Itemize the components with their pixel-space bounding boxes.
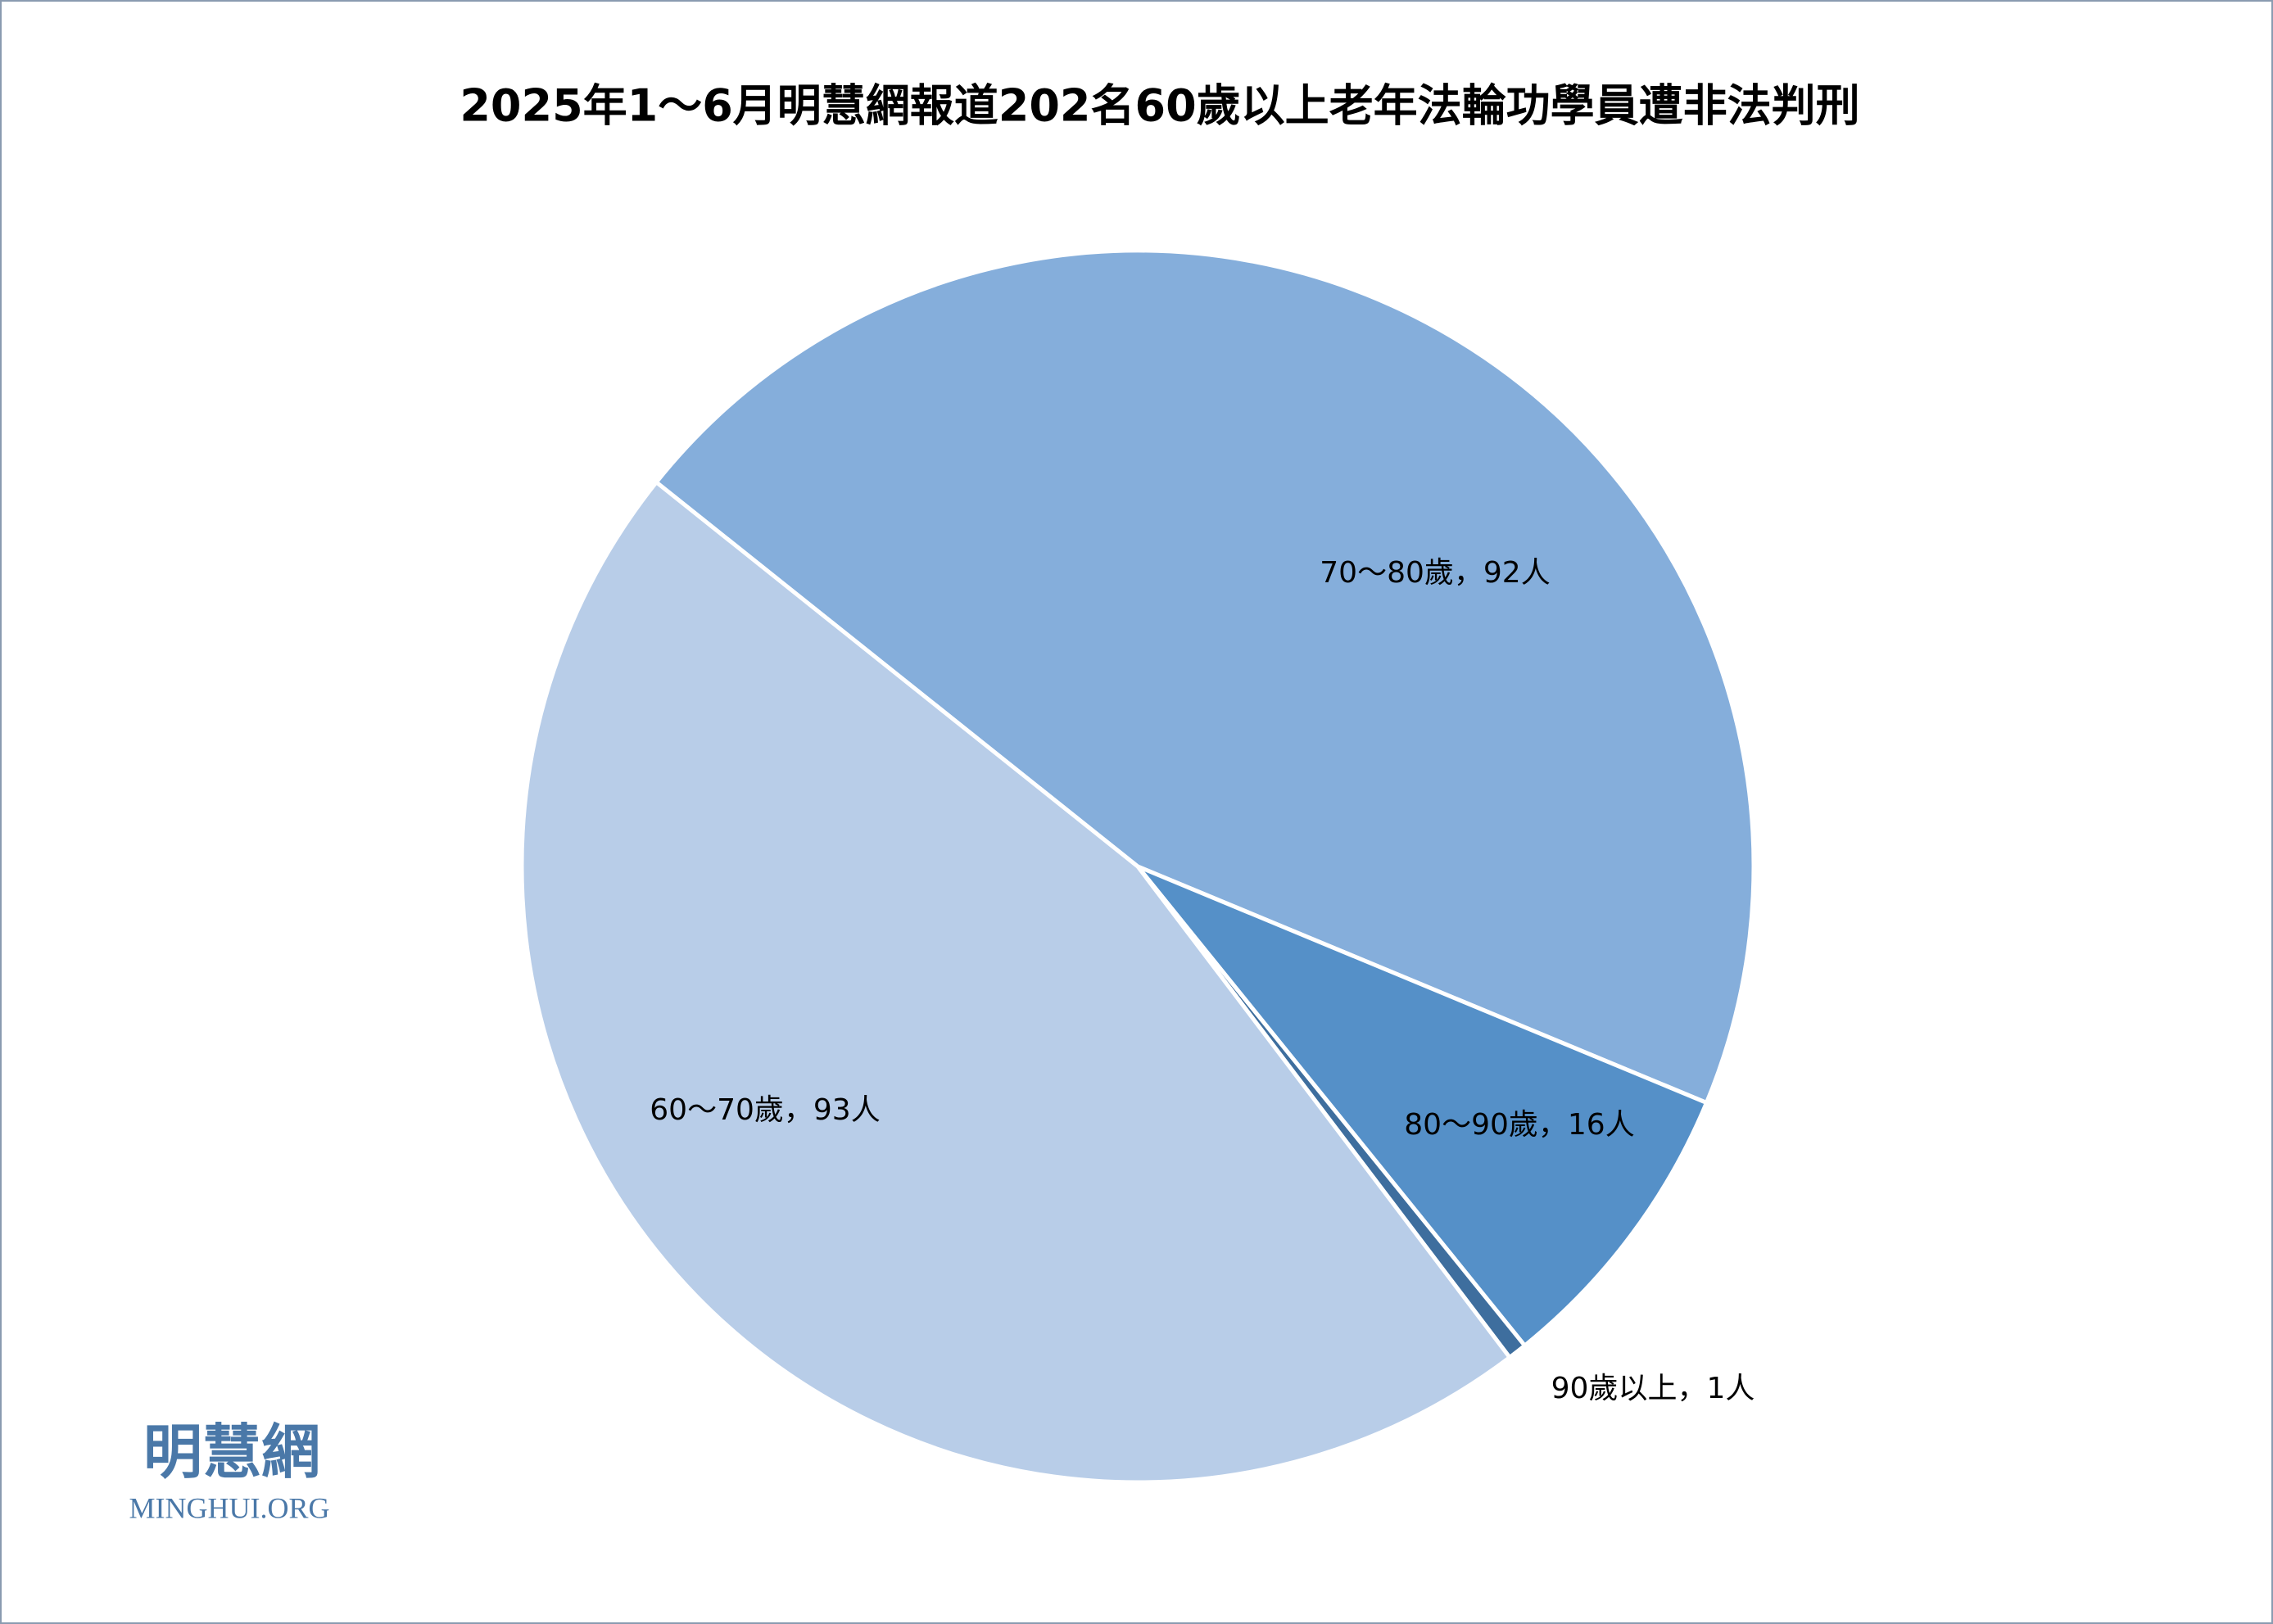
data-label: 90歲以上，1人 xyxy=(1551,1372,1755,1405)
pie-slice xyxy=(1136,864,1709,1349)
chart-title: 2025年1～6月明慧網報道202名60歲以上老年法輪功學員遭非法判刑 xyxy=(460,80,1859,132)
logo-title: 明慧網 xyxy=(143,1417,320,1486)
data-label: 80～90歲，16人 xyxy=(1404,1108,1634,1142)
data-label: 70～80歲，92人 xyxy=(1320,556,1550,590)
data-label: 60～70歲，93人 xyxy=(650,1093,880,1127)
pie-slice xyxy=(653,248,1756,1106)
logo-subtitle: MINGHUI.ORG xyxy=(129,1491,330,1524)
pie-slice xyxy=(519,479,1513,1485)
